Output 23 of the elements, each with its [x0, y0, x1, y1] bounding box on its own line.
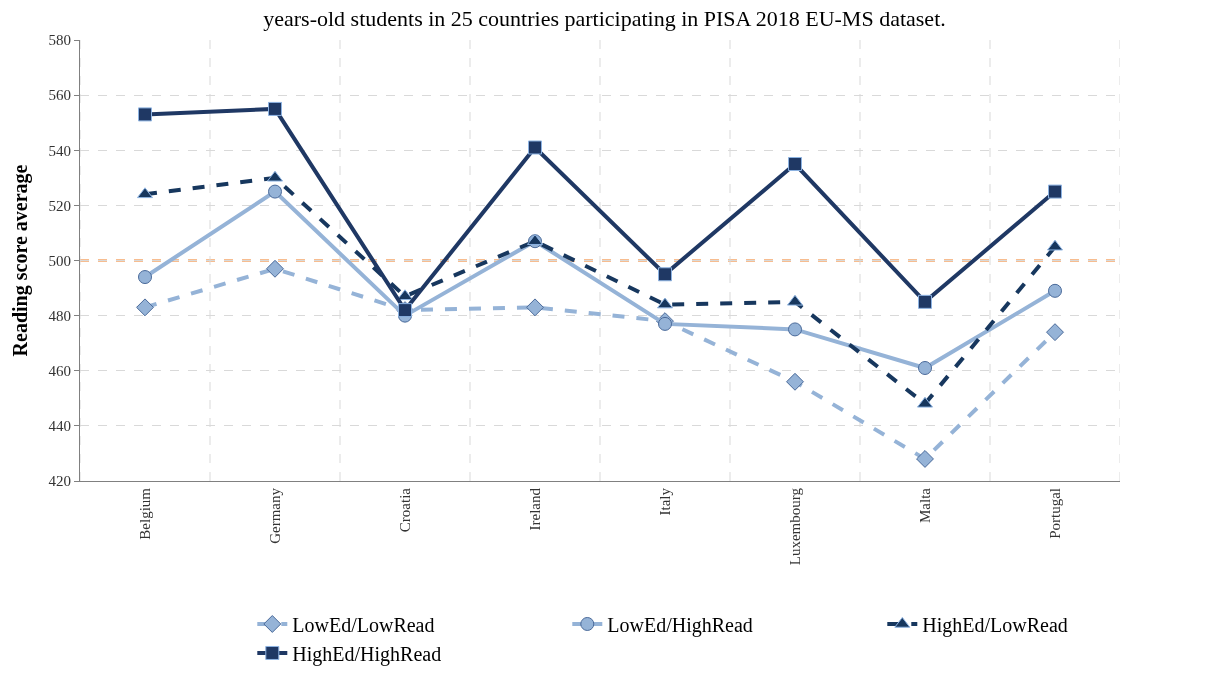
- y-axis-title: Reading score average: [9, 164, 32, 357]
- legend-label: HighEd/LowRead: [922, 613, 1068, 637]
- y-tick-label: 560: [48, 87, 71, 104]
- y-tick-label: 520: [48, 197, 71, 214]
- x-tick-label: Germany: [266, 487, 283, 544]
- y-tick-label: 440: [48, 418, 71, 435]
- x-tick-label: Luxembourg: [786, 487, 803, 566]
- x-tick-label: Ireland: [526, 487, 543, 531]
- chart-title: years-old students in 25 countries participating in PISA 2018 EU-MS dataset.: [263, 5, 946, 31]
- y-tick-label: 460: [48, 363, 71, 379]
- legend-label: LowEd/HighRead: [607, 613, 753, 637]
- y-tick-label: 500: [48, 252, 71, 269]
- y-tick-label: 580: [48, 32, 71, 49]
- legend-label: LowEd/LowRead: [292, 613, 435, 636]
- x-tick-label: Italy: [656, 487, 673, 516]
- x-tick-label: Malta: [916, 487, 933, 523]
- x-tick-label: Croatia: [396, 487, 413, 533]
- legend-label: HighEd/HighRead: [292, 642, 442, 666]
- y-tick-label: 420: [48, 473, 71, 490]
- y-tick-label: 480: [48, 307, 71, 324]
- x-tick-label: Belgium: [136, 487, 153, 540]
- x-tick-label: Portugal: [1046, 488, 1063, 539]
- y-tick-label: 540: [48, 142, 71, 159]
